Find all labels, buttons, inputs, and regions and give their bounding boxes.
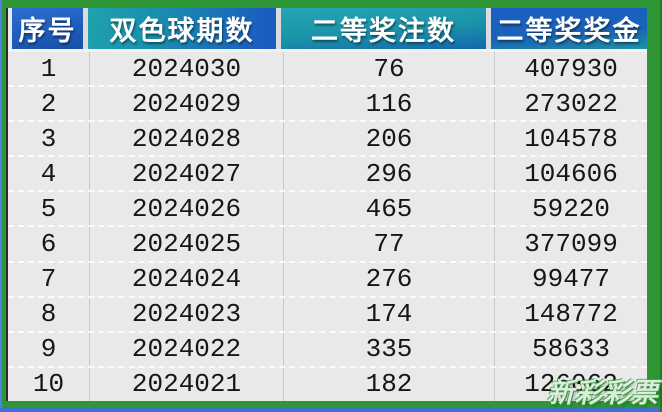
cell-period: 2024026: [90, 192, 284, 226]
cell-seq: 1: [8, 52, 90, 86]
frame-edge-bottom: [0, 408, 662, 412]
cell-prize: 148772: [495, 297, 647, 331]
cell-seq: 7: [8, 262, 90, 296]
cell-seq: 4: [8, 157, 90, 191]
cell-bets: 335: [284, 332, 495, 366]
cell-bets: 182: [284, 367, 495, 401]
cell-bets: 174: [284, 297, 495, 331]
cell-seq: 5: [8, 192, 90, 226]
cell-seq: 3: [8, 122, 90, 156]
lottery-table: 序号 双色球期数 二等奖注数 二等奖奖金 1 2024030 76 407930…: [6, 8, 647, 401]
cell-period: 2024024: [90, 262, 284, 296]
cell-prize: 273022: [495, 87, 647, 121]
cell-prize: 104606: [495, 157, 647, 191]
cell-prize: 377099: [495, 227, 647, 261]
header-period: 双色球期数: [88, 8, 281, 49]
cell-bets: 276: [284, 262, 495, 296]
cell-seq: 6: [8, 227, 90, 261]
cell-bets: 77: [284, 227, 495, 261]
cell-seq: 9: [8, 332, 90, 366]
table-body: 1 2024030 76 407930 2 2024029 116 273022…: [8, 52, 647, 401]
table-row: 5 2024026 465 59220: [8, 192, 647, 228]
table-row: 10 2024021 182 126062: [8, 367, 647, 401]
table-row: 6 2024025 77 377099: [8, 227, 647, 263]
table-row: 1 2024030 76 407930: [8, 52, 647, 88]
cell-period: 2024023: [90, 297, 284, 331]
table-row: 3 2024028 206 104578: [8, 122, 647, 158]
table-row: 4 2024027 296 104606: [8, 157, 647, 193]
table-row: 8 2024023 174 148772: [8, 297, 647, 333]
cell-period: 2024029: [90, 87, 284, 121]
cell-period: 2024022: [90, 332, 284, 366]
cell-prize: 99477: [495, 262, 647, 296]
table-row: 9 2024022 335 58633: [8, 332, 647, 368]
cell-seq: 10: [8, 367, 90, 401]
cell-bets: 296: [284, 157, 495, 191]
cell-bets: 465: [284, 192, 495, 226]
frame-edge-left: [0, 0, 2, 412]
table-row: 7 2024024 276 99477: [8, 262, 647, 298]
cell-period: 2024021: [90, 367, 284, 401]
table-header: 序号 双色球期数 二等奖注数 二等奖奖金: [8, 8, 647, 52]
cell-period: 2024025: [90, 227, 284, 261]
header-prize: 二等奖奖金: [491, 8, 647, 49]
header-bets: 二等奖注数: [281, 8, 491, 49]
frame-edge-right: [660, 0, 662, 412]
cell-period: 2024028: [90, 122, 284, 156]
cell-prize: 104578: [495, 122, 647, 156]
cell-bets: 206: [284, 122, 495, 156]
cell-period: 2024030: [90, 52, 284, 86]
table-row: 2 2024029 116 273022: [8, 87, 647, 123]
cell-prize: 58633: [495, 332, 647, 366]
cell-period: 2024027: [90, 157, 284, 191]
header-seq: 序号: [12, 8, 88, 49]
cell-seq: 8: [8, 297, 90, 331]
cell-prize: 59220: [495, 192, 647, 226]
cell-bets: 116: [284, 87, 495, 121]
cell-seq: 2: [8, 87, 90, 121]
cell-prize: 126062: [495, 367, 647, 401]
cell-prize: 407930: [495, 52, 647, 86]
cell-bets: 76: [284, 52, 495, 86]
